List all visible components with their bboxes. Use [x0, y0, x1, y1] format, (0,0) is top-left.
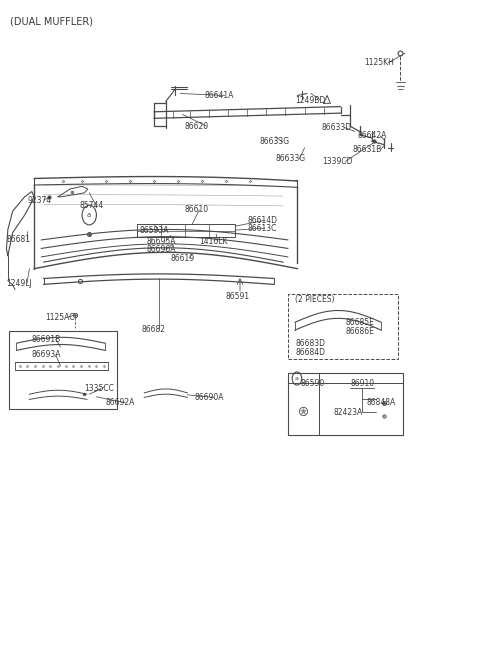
Text: 92374: 92374	[27, 196, 51, 204]
Text: 1125KH: 1125KH	[364, 58, 394, 67]
Text: 1249LJ: 1249LJ	[6, 278, 32, 288]
Text: 86620: 86620	[185, 122, 209, 131]
Text: 1249BD: 1249BD	[295, 96, 325, 105]
Text: 86691B: 86691B	[32, 335, 61, 344]
Text: 86690A: 86690A	[194, 393, 224, 402]
Text: 86610: 86610	[185, 206, 209, 214]
Text: 86686E: 86686E	[345, 327, 374, 336]
Text: 86681: 86681	[6, 234, 30, 244]
Text: 86591: 86591	[226, 291, 250, 301]
Text: 1339CD: 1339CD	[323, 157, 353, 166]
Text: 86590: 86590	[301, 379, 325, 388]
Text: 86633G: 86633G	[276, 155, 306, 163]
Text: 82423A: 82423A	[333, 408, 362, 417]
Text: 86910: 86910	[350, 379, 374, 388]
Text: 85744: 85744	[80, 202, 104, 210]
Text: (DUAL MUFFLER): (DUAL MUFFLER)	[10, 16, 93, 27]
Text: 86613C: 86613C	[247, 223, 276, 233]
Text: 86641A: 86641A	[204, 91, 233, 100]
Text: 1335CC: 1335CC	[84, 384, 114, 394]
Text: 86685E: 86685E	[345, 318, 374, 327]
Text: 86633G: 86633G	[259, 138, 289, 146]
Text: 86684D: 86684D	[295, 348, 325, 357]
Text: 86614D: 86614D	[247, 215, 277, 225]
Text: 86848A: 86848A	[367, 398, 396, 407]
Text: 1416LK: 1416LK	[199, 236, 228, 246]
Text: 86692A: 86692A	[106, 398, 135, 407]
Text: 86642A: 86642A	[357, 132, 386, 140]
Text: 86633D: 86633D	[322, 123, 351, 132]
Text: a: a	[87, 212, 91, 218]
Text: (2 PIECES): (2 PIECES)	[295, 295, 335, 304]
Text: 86619: 86619	[170, 253, 195, 263]
Text: a: a	[295, 376, 299, 381]
Text: 86682: 86682	[142, 325, 166, 334]
Text: 86693A: 86693A	[32, 350, 61, 360]
Text: 1125AC: 1125AC	[45, 312, 74, 322]
Text: 86683D: 86683D	[295, 339, 325, 348]
Text: 86593A: 86593A	[140, 226, 169, 235]
Text: 86631B: 86631B	[353, 145, 382, 154]
Text: 86695A: 86695A	[147, 236, 176, 246]
Text: 86696A: 86696A	[147, 245, 176, 254]
